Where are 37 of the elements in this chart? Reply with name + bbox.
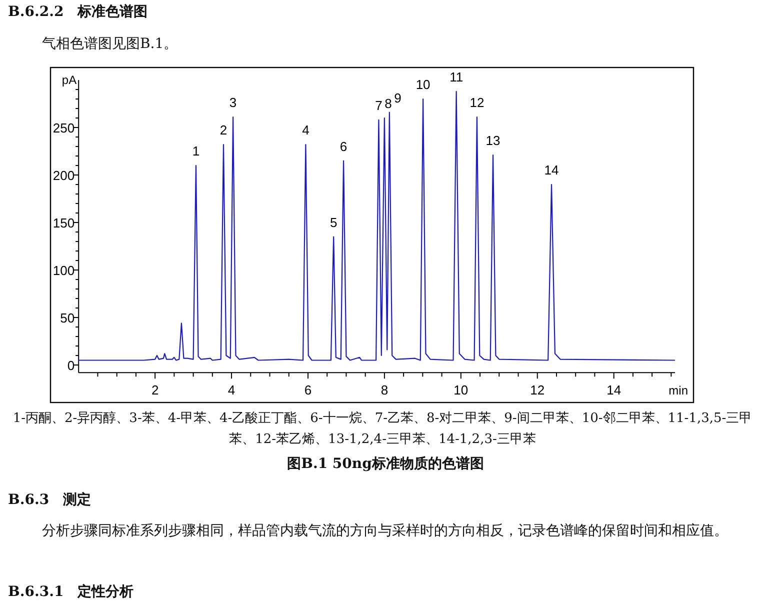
annotation: 14 xyxy=(544,162,559,178)
x-tick-label: 12 xyxy=(530,382,545,398)
x-tick-label: 6 xyxy=(304,382,312,398)
annotation: 13 xyxy=(486,133,500,148)
y-axis-title: pA xyxy=(62,73,77,87)
annotation: 3 xyxy=(229,95,237,110)
annotation: 6 xyxy=(340,138,348,154)
annotation: 7 xyxy=(375,98,382,113)
annotation: 4 xyxy=(302,122,310,138)
y-tick-label: 200 xyxy=(52,168,75,183)
x-tick-label: 2 xyxy=(151,382,159,398)
y-tick-label: 0 xyxy=(67,358,75,373)
x-tick-label: 10 xyxy=(454,382,468,398)
y-tick-label: 150 xyxy=(52,216,75,230)
annotation: 9 xyxy=(394,90,402,106)
text: B.6.3.1 定性分析 xyxy=(8,582,134,602)
x-tick-label: 8 xyxy=(380,382,388,398)
annotation: 5 xyxy=(330,214,338,230)
x-tick-label: 4 xyxy=(228,382,236,398)
annotation: 11 xyxy=(450,69,464,84)
y-tick-label: 250 xyxy=(52,120,75,136)
x-axis-title: min xyxy=(668,384,688,398)
chart-title: B.6.2.2 标准色谱图 xyxy=(8,3,148,22)
chart-subtitle: 气相色谱图见图B.1。 xyxy=(42,35,178,54)
text: 1-丙酮、2-异丙醇、3-苯、4-甲苯、4-乙酸正丁酯、6-十一烷、7-乙苯、8-对二甲苯、9-间二甲苯、10-邻二甲苯、11-1,3,5-三甲苯、12-苯乙烯、13-1,2,4-三甲苯、14-1,2,3-三甲苯 xyxy=(12,410,754,449)
y-tick-label: 100 xyxy=(52,263,75,278)
annotation: 2 xyxy=(220,122,228,138)
y-tick-label: 50 xyxy=(60,310,75,326)
annotation: 12 xyxy=(470,95,484,110)
text: 图B.1 50ng标准物质的色谱图 xyxy=(286,455,485,474)
text: 分析步骤同标准系列步骤相同，样品管内载气流的方向与采样时的方向相反，记录色谱峰的保留时间和相应值。 xyxy=(41,522,729,541)
x-tick-label: 14 xyxy=(606,382,622,398)
annotation: 10 xyxy=(416,77,430,92)
text: B.6.3 测定 xyxy=(8,490,92,510)
annotation: 8 xyxy=(384,96,392,111)
annotation: 1 xyxy=(192,144,200,158)
line-series xyxy=(78,90,676,361)
